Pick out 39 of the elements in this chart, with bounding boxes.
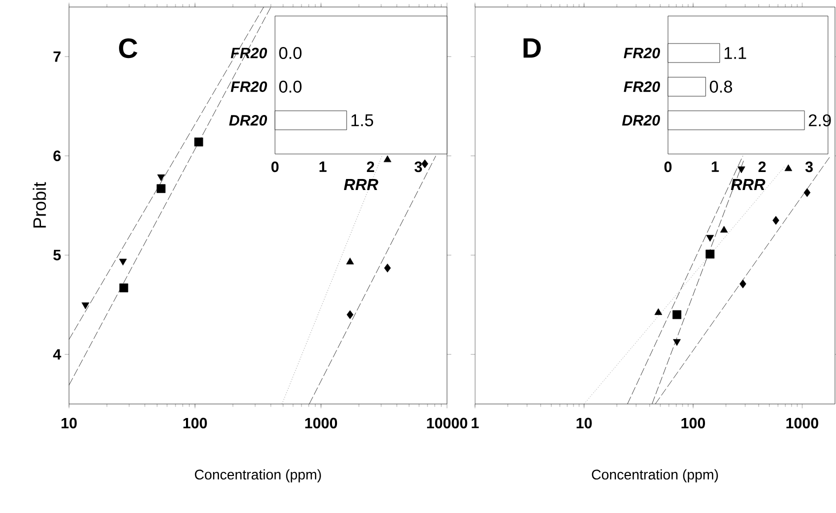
x-axis-title: RRR xyxy=(344,179,378,190)
x-tick-label: 10000 xyxy=(427,418,468,428)
y-tick-label: FR20 xyxy=(624,48,660,58)
x-tick-label: 10 xyxy=(576,418,592,428)
y-tick-label: 4 xyxy=(53,349,62,360)
y-tick-label: FR20 xyxy=(230,48,268,58)
text: C xyxy=(119,38,138,58)
data-label: 0.0 xyxy=(279,80,302,93)
data-label: 0.8 xyxy=(710,80,732,93)
text: D xyxy=(524,38,541,58)
x-axis-title: Concentration (ppm) xyxy=(592,469,718,482)
data-label: 0.0 xyxy=(279,47,302,60)
x-tick-label: 1 xyxy=(712,162,719,172)
data-label: 1.5 xyxy=(352,114,374,126)
data-label: 2.9 xyxy=(808,114,831,126)
y-axis-title: Probit xyxy=(32,182,46,228)
y-tick-label: 7 xyxy=(54,51,61,62)
x-tick-label: 0 xyxy=(271,162,279,172)
x-tick-label: 3 xyxy=(805,162,813,172)
x-tick-label: 3 xyxy=(414,162,422,172)
y-tick-label: DR20 xyxy=(229,115,268,126)
y-tick-label: DR20 xyxy=(622,115,660,126)
x-tick-label: 1000 xyxy=(786,418,818,428)
x-tick-label: 1 xyxy=(472,418,479,428)
x-axis-title: RRR xyxy=(730,179,766,190)
y-tick-label: 6 xyxy=(53,150,61,162)
x-axis-title: Concentration (ppm) xyxy=(194,469,321,482)
x-tick-label: 100 xyxy=(682,418,705,428)
x-tick-label: 2 xyxy=(758,162,766,172)
x-tick-label: 0 xyxy=(664,162,672,172)
x-tick-label: 10 xyxy=(62,418,77,428)
x-tick-label: 100 xyxy=(183,418,207,428)
x-tick-label: 1 xyxy=(320,162,327,172)
x-tick-label: 1000 xyxy=(305,418,338,428)
y-tick-label: FR20 xyxy=(624,81,660,92)
y-tick-label: 5 xyxy=(53,250,61,260)
y-tick-label: FR20 xyxy=(230,81,268,92)
data-label: 1.1 xyxy=(724,47,746,59)
x-tick-label: 2 xyxy=(366,162,374,172)
